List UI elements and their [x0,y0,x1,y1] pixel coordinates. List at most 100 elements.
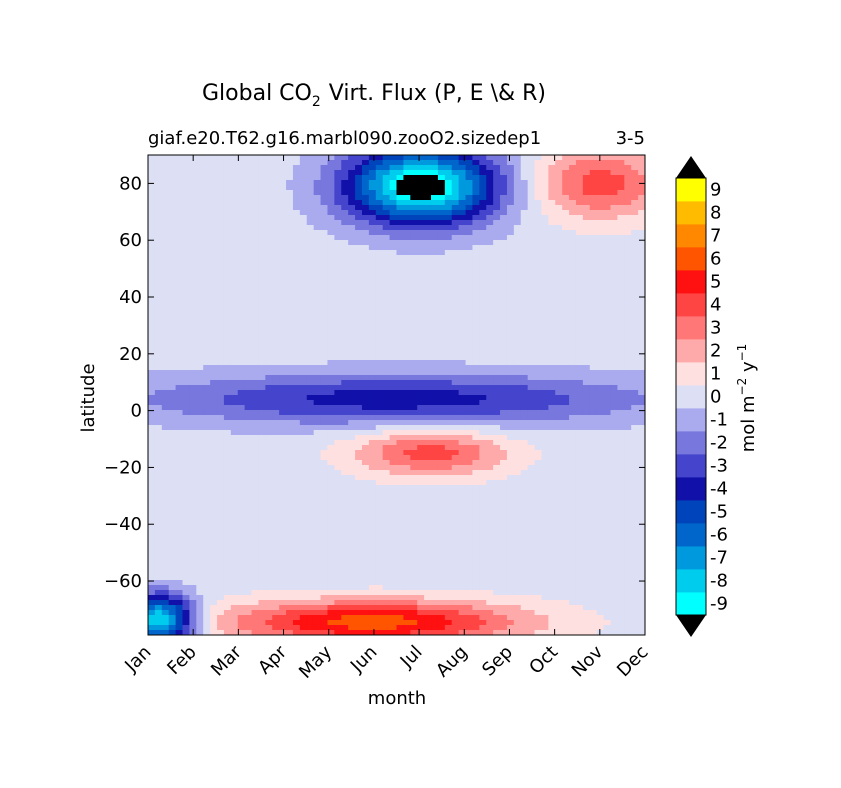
heatmap-cell [168,225,177,231]
heatmap-cell [631,380,639,386]
heatmap-cell [575,180,584,186]
heatmap-cell [306,330,315,336]
heatmap-cell [410,395,418,401]
heatmap-cell [410,410,418,416]
heatmap-cell [320,385,329,391]
heatmap-cell [562,440,570,446]
heatmap-cell [389,270,398,276]
heatmap-cell [361,435,370,441]
heatmap-cell [513,155,522,161]
heatmap-cell [451,390,460,396]
heatmap-cell [355,310,363,316]
heatmap-cell [589,335,598,341]
heatmap-cell [569,325,577,331]
heatmap-cell [223,190,232,196]
heatmap-cell [154,475,163,481]
heatmap-cell [292,390,301,396]
heatmap-cell [513,285,522,291]
heatmap-cell [506,225,515,231]
heatmap-cell [189,220,197,226]
heatmap-cell [548,270,556,276]
heatmap-cell [210,410,218,416]
heatmap-cell [631,470,639,476]
heatmap-cell [334,365,342,371]
heatmap-cell [251,385,260,391]
heatmap-cell [230,435,239,441]
heatmap-cell [486,390,494,396]
heatmap-cell [527,320,536,326]
heatmap-cell [203,480,211,486]
heatmap-cell [210,375,218,381]
heatmap-cell [548,225,556,231]
heatmap-cell [286,445,294,451]
heatmap-cell [182,345,191,351]
heatmap-cell [472,245,480,251]
heatmap-cell [410,300,418,306]
heatmap-cell [355,170,363,176]
heatmap-cell [161,340,170,346]
heatmap-cell [596,340,605,346]
heatmap-cell [479,215,487,221]
heatmap-cell [306,495,315,501]
heatmap-cell [334,430,342,436]
heatmap-cell [368,155,377,161]
heatmap-cell [334,165,342,171]
heatmap-cell [479,335,487,341]
heatmap-cell [306,400,315,406]
heatmap-cell [589,255,598,261]
heatmap-cell [230,315,239,321]
heatmap-cell [148,215,156,221]
heatmap-cell [500,280,508,286]
heatmap-cell [410,235,418,241]
heatmap-cell [624,280,632,286]
heatmap-cell [472,220,480,226]
heatmap-cell [493,345,501,351]
heatmap-cell [175,265,184,271]
heatmap-cell [493,315,501,321]
heatmap-cell [272,355,280,361]
heatmap-cell [251,235,260,241]
heatmap-cell [382,385,391,391]
heatmap-cell [368,195,377,201]
heatmap-cell [500,380,508,386]
heatmap-cell [631,210,639,216]
heatmap-cell [334,435,342,441]
heatmap-cell [320,400,329,406]
heatmap-cell [292,485,301,491]
heatmap-cell [210,350,218,356]
heatmap-cell [424,160,432,166]
heatmap-cell [465,370,474,376]
heatmap-cell [217,235,225,241]
heatmap-cell [237,210,246,216]
heatmap-cell [548,215,556,221]
heatmap-cell [375,270,384,276]
heatmap-cell [589,325,598,331]
heatmap-cell [334,385,342,391]
heatmap-cell [472,270,480,276]
heatmap-cell [582,160,591,166]
heatmap-cell [555,320,563,326]
heatmap-cell [327,375,335,381]
heatmap-cell [341,155,349,161]
heatmap-cell [348,215,356,221]
heatmap-cell [582,490,591,496]
heatmap-cell [617,245,625,251]
heatmap-cell [444,395,453,401]
heatmap-cell [272,310,280,316]
heatmap-cell [555,440,563,446]
heatmap-cell [631,225,639,231]
heatmap-cell [334,220,342,226]
heatmap-cell [368,315,377,321]
heatmap-cell [348,310,356,316]
heatmap-cell [292,170,301,176]
heatmap-cell [265,455,273,461]
heatmap-cell [251,400,260,406]
heatmap-cell [196,250,204,256]
heatmap-cell [569,310,577,316]
heatmap-cell [182,265,191,271]
heatmap-cell [237,330,246,336]
heatmap-cell [210,430,218,436]
heatmap-cell [596,400,605,406]
heatmap-cell [548,210,556,216]
heatmap-cell [292,420,301,426]
